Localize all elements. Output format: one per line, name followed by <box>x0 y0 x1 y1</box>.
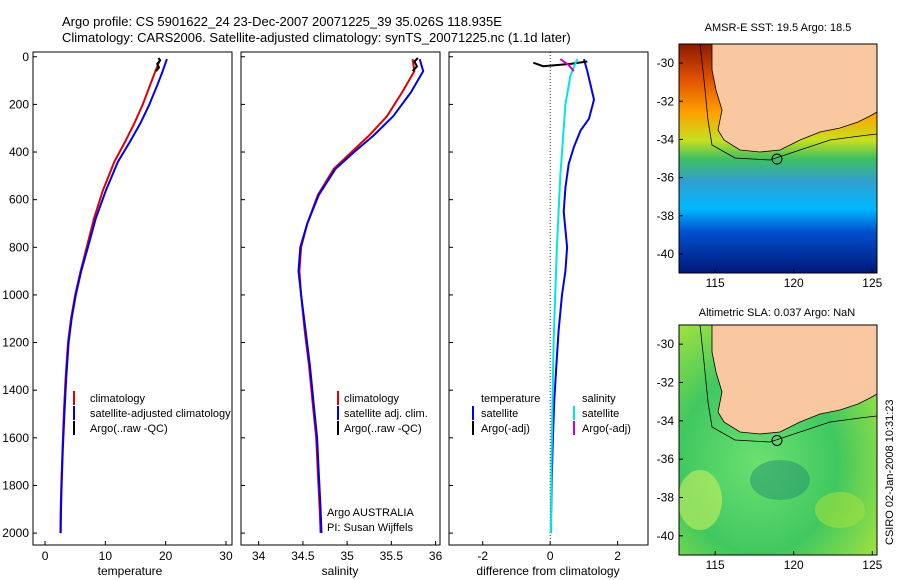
y-tick-label: 1000 <box>2 288 29 302</box>
y-tick-label: 2000 <box>2 526 29 540</box>
y-tick-label: 0 <box>22 50 29 64</box>
diff-legend-temp-satellite: satellite <box>481 408 518 420</box>
salinity-annotation-line1: Argo AUSTRALIA <box>327 507 414 519</box>
x-tick-label: 0 <box>547 549 554 563</box>
diff-legend-sal-argo: Argo(-adj) <box>582 423 631 435</box>
map-y-tick-label: -30 <box>657 56 675 70</box>
salinity-axes-frame <box>240 51 441 546</box>
x-tick-label: 34.5 <box>291 549 315 563</box>
difference-xlabel: difference from climatology <box>476 564 619 578</box>
sst-map-title: AMSR-E SST: 19.5 Argo: 18.5 <box>705 22 852 34</box>
map-y-tick-label: -34 <box>657 132 675 146</box>
series-line-argo-raw-qc- <box>411 57 419 72</box>
series-line-argo-raw-qc- <box>155 57 162 72</box>
sla-coast-contour <box>699 325 877 443</box>
sla-map-axes: 115 120 125 -30 -32 -34 -36 -38 -40 <box>657 337 883 572</box>
salinity-panel: 34 34.5 35 35.5 36 <box>241 56 443 563</box>
sla-map-title: Altimetric SLA: 0.037 Argo: NaN <box>699 307 856 319</box>
map-y-tick-label: -32 <box>657 376 675 390</box>
sal-legend-climatology: climatology <box>344 393 400 405</box>
x-tick-label: 10 <box>99 549 113 563</box>
x-tick-label: 34 <box>252 549 266 563</box>
y-tick-label: 600 <box>9 193 29 207</box>
side-timestamp-label: CSIRO 02-Jan-2008 10:31:23 <box>884 399 896 545</box>
legend-argo: Argo(..raw -QC) <box>90 423 168 435</box>
sla-blob <box>679 470 722 530</box>
diff-legend-sal-title: salinity <box>582 393 616 405</box>
figure-title-line1: Argo profile: CS 5901622_24 23-Dec-2007 … <box>62 14 502 29</box>
legend-climatology: climatology <box>90 393 146 405</box>
argo-position-marker <box>771 434 783 446</box>
y-tick-label: 800 <box>9 240 29 254</box>
sal-legend-argo: Argo(..raw -QC) <box>344 423 422 435</box>
sst-map-axes: 115 120 125 -30 -32 -34 -36 -38 -40 <box>657 56 883 290</box>
salinity-annotation-line2: PI: Susan Wijffels <box>327 522 413 534</box>
map-y-tick-label: -36 <box>657 171 675 185</box>
map-y-tick-label: -40 <box>657 247 675 261</box>
x-tick-label: 0 <box>42 549 49 563</box>
map-x-tick-label: 115 <box>706 276 725 290</box>
map-x-tick-label: 125 <box>862 276 882 290</box>
map-x-tick-label: 120 <box>784 276 804 290</box>
map-y-tick-label: -30 <box>657 337 675 351</box>
map-y-tick-label: -38 <box>657 491 675 505</box>
sla-blob <box>815 492 865 528</box>
sla-map <box>679 325 877 555</box>
temperature-axes-frame <box>32 51 233 546</box>
sla-map-frame <box>678 324 878 556</box>
map-y-tick-label: -40 <box>657 529 675 543</box>
sst-map-frame <box>678 43 878 274</box>
series-line-satellite-adj-clim- <box>297 58 425 534</box>
figure-title-line2: Climatology: CARS2006. Satellite-adjuste… <box>62 30 571 45</box>
y-tick-label: 200 <box>9 97 29 111</box>
y-tick-label: 1200 <box>2 336 29 350</box>
y-tick-label: 1400 <box>2 383 29 397</box>
y-tick-label: 1800 <box>2 478 29 492</box>
temperature-legend: climatology satellite-adjusted climatolo… <box>73 391 231 435</box>
series-line-satellite-adjusted-climatology <box>59 58 168 534</box>
argo-position-marker <box>771 153 783 165</box>
map-y-tick-label: -38 <box>657 209 675 223</box>
x-tick-label: -2 <box>477 549 488 563</box>
y-tick-label: 1600 <box>2 431 29 445</box>
map-y-tick-label: -32 <box>657 94 675 108</box>
sst-map <box>679 44 877 273</box>
difference-panel: -2 0 2 <box>449 52 621 563</box>
salinity-legend: climatology satellite adj. clim. Argo(..… <box>337 391 428 435</box>
series-line-salinity-argo-adj- <box>559 58 575 72</box>
x-tick-label: 35 <box>340 549 354 563</box>
sal-legend-satellite: satellite adj. clim. <box>344 408 428 420</box>
difference-axes-frame <box>448 51 649 546</box>
x-tick-label: 36 <box>429 549 443 563</box>
x-tick-label: 35.5 <box>380 549 404 563</box>
sla-land <box>711 325 877 435</box>
map-x-tick-label: 120 <box>784 558 804 572</box>
x-tick-label: 2 <box>614 549 621 563</box>
series-line-salinity-satellite <box>549 58 579 534</box>
sla-blob <box>750 460 810 500</box>
map-x-tick-label: 115 <box>706 558 725 572</box>
x-tick-label: 30 <box>219 549 233 563</box>
series-line-temperature-argo-adj- <box>532 60 588 68</box>
temperature-panel: 0 10 20 30 0 200 400 600 800 1000 1200 1400 1600 1800… <box>2 50 233 563</box>
sst-coast-contour <box>699 44 877 161</box>
map-y-tick-label: -34 <box>657 414 675 428</box>
sst-land <box>711 44 877 153</box>
map-x-tick-label: 125 <box>862 558 882 572</box>
diff-legend-temp-title: temperature <box>481 393 540 405</box>
salinity-xlabel: salinity <box>322 564 359 578</box>
x-tick-label: 20 <box>159 549 173 563</box>
y-tick-label: 400 <box>9 145 29 159</box>
diff-legend-sal-satellite: satellite <box>582 408 619 420</box>
temperature-xlabel: temperature <box>98 564 163 578</box>
map-y-tick-label: -36 <box>657 452 675 466</box>
difference-legend: temperature satellite Argo(-adj) salinit… <box>472 393 631 435</box>
legend-satellite-adjusted: satellite-adjusted climatology <box>90 408 231 420</box>
diff-legend-temp-argo: Argo(-adj) <box>481 423 530 435</box>
